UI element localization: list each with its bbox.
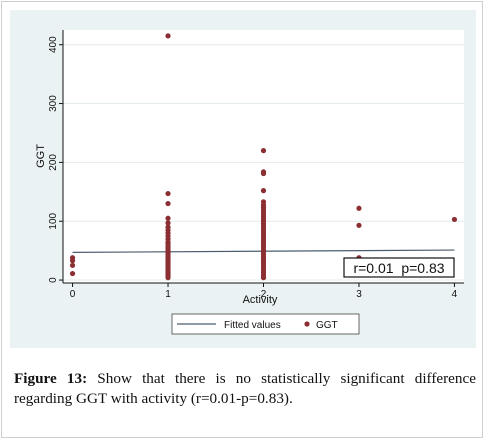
y-tick-label: 400	[48, 36, 59, 53]
ggt-point	[356, 205, 362, 211]
x-tick-label: 2	[261, 289, 267, 300]
y-tick-label: 300	[48, 95, 59, 112]
caption-text: Show that there is no statistically sign…	[14, 370, 476, 407]
legend-ggt-marker	[304, 321, 310, 327]
ggt-point	[356, 222, 362, 228]
x-tick-label: 1	[165, 289, 171, 300]
ggt-point	[165, 200, 171, 207]
x-tick-label: 0	[70, 289, 76, 300]
ggt-point	[260, 188, 267, 194]
x-tick-label: 3	[356, 289, 362, 300]
figure-label: Figure 13:	[14, 370, 88, 387]
x-axis-label: Activity	[243, 294, 278, 306]
y-tick-label: 100	[48, 212, 59, 229]
y-tick-label: 0	[48, 277, 59, 283]
x-tick-label: 4	[452, 289, 458, 300]
ggt-point	[260, 170, 267, 177]
ggt-point	[69, 258, 76, 264]
annotation-text: r=0.01 p=0.83	[353, 260, 444, 276]
ggt-point	[165, 190, 171, 197]
annotation-box: r=0.01 p=0.83	[343, 257, 455, 278]
legend-ggt-label: GGT	[316, 320, 338, 331]
ggt-point	[165, 33, 171, 39]
ggt-point	[451, 216, 458, 223]
legend: Fitted values GGT	[171, 313, 360, 335]
figure-caption: Figure 13: Show that there is no statist…	[14, 369, 476, 409]
axes: 0 100 200 300 400 0 1 2 3 4	[48, 30, 464, 300]
ggt-point	[165, 275, 171, 281]
ggt-point	[165, 220, 171, 226]
ggt-point	[69, 270, 76, 277]
y-axis-label: GGT	[35, 144, 47, 168]
ggt-point	[69, 262, 76, 268]
ggt-point	[165, 215, 171, 221]
y-tick-label: 200	[48, 154, 59, 171]
legend-fitted-label: Fitted values	[224, 320, 281, 331]
ggt-point	[260, 275, 267, 281]
ggt-series	[69, 33, 458, 281]
ggt-point	[260, 148, 267, 154]
